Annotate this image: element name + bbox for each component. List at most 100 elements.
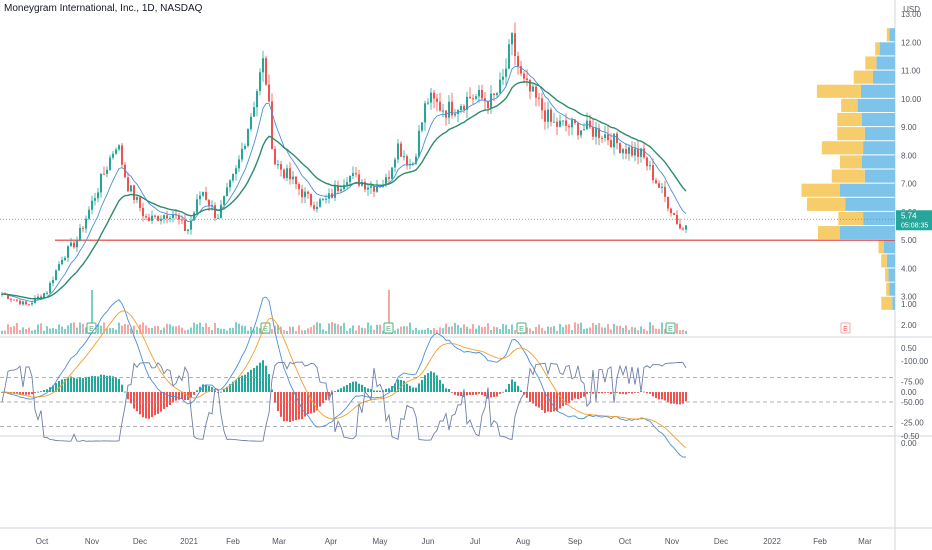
macd-histogram-bar xyxy=(127,392,129,400)
candle-body xyxy=(325,198,327,200)
volume-profile-down-bar xyxy=(831,169,865,183)
volume-profile-down-bar xyxy=(853,70,873,84)
volume-bar xyxy=(172,326,174,334)
macd-histogram-bar xyxy=(157,392,159,414)
candle-body xyxy=(94,198,96,201)
volume-bar xyxy=(184,330,186,334)
volume-bar xyxy=(289,326,291,334)
candle-body xyxy=(682,228,684,230)
macd-histogram-bar xyxy=(619,392,621,394)
volume-bar xyxy=(28,327,30,334)
candle-body xyxy=(178,215,180,220)
upcoming-earnings-label: E xyxy=(843,326,848,333)
ma-slow-line xyxy=(2,81,687,300)
macd-histogram-bar xyxy=(568,392,570,404)
volume-bars xyxy=(1,290,687,334)
volume-bar xyxy=(64,328,66,334)
volume-bar xyxy=(301,330,303,334)
volume-bar xyxy=(442,328,444,334)
volume-profile-up-bar xyxy=(889,282,895,296)
volume-profile-down-bar xyxy=(865,56,877,70)
x-tick-label: 2022 xyxy=(763,537,781,546)
candle-body xyxy=(541,98,543,111)
macd-histogram-bar xyxy=(256,365,258,392)
volume-bar xyxy=(508,329,510,334)
macd-histogram-bar xyxy=(601,392,603,394)
candle-body xyxy=(676,214,678,224)
candle-body xyxy=(112,153,114,158)
volume-bar xyxy=(364,328,366,334)
volume-bar xyxy=(661,322,663,334)
macd-histogram-bar xyxy=(304,392,306,417)
macd-histogram-bar xyxy=(400,380,402,392)
volume-bar xyxy=(637,330,639,334)
candle-body xyxy=(121,145,123,165)
macd-histogram-bar xyxy=(595,392,597,393)
macd-histogram-bar xyxy=(232,381,234,392)
earnings-marker[interactable] xyxy=(516,322,527,334)
macd-histogram-bar xyxy=(121,384,123,392)
macd-histogram-bar xyxy=(277,392,279,412)
volume-bar xyxy=(121,325,123,334)
volume-bar xyxy=(592,322,594,334)
volume-bar xyxy=(463,324,465,334)
macd-histogram-bar xyxy=(253,368,255,392)
macd-histogram-bar xyxy=(430,371,432,392)
candle-body xyxy=(505,68,507,77)
macd-histogram-bar xyxy=(367,388,369,392)
earnings-marker[interactable] xyxy=(383,322,394,334)
volume-profile-down-bar xyxy=(807,197,846,211)
macd-histogram-bar xyxy=(457,392,459,396)
macd-histogram-bar xyxy=(598,392,600,394)
volume-profile-up-bar xyxy=(864,127,895,141)
candle-body xyxy=(73,242,75,248)
candle-body xyxy=(370,186,372,188)
volume-bar xyxy=(658,328,660,334)
candle-body xyxy=(607,134,609,141)
macd-histogram-bar xyxy=(265,365,267,392)
macd-histogram-bar xyxy=(268,374,270,392)
volume-bar xyxy=(91,290,93,334)
x-tick-label: Dec xyxy=(133,537,147,546)
macd-histogram-bar xyxy=(61,379,63,392)
earnings-marker[interactable] xyxy=(665,322,676,334)
volume-profile-down-bar xyxy=(878,240,884,254)
volume-bar xyxy=(388,290,390,334)
macd-histogram-bar xyxy=(52,385,54,392)
volume-bar xyxy=(565,324,567,334)
candle-body xyxy=(157,215,159,221)
macd-histogram-bar xyxy=(418,383,420,392)
countdown-label: 05:08:35 xyxy=(901,222,928,229)
volume-bar xyxy=(256,326,258,334)
candle-body xyxy=(97,192,99,199)
volume-profile-up-bar xyxy=(864,169,895,183)
volume-bar xyxy=(643,328,645,334)
macd-histogram-bar xyxy=(205,384,207,392)
volume-bar xyxy=(550,327,552,334)
volume-bar xyxy=(574,322,576,334)
candle-body xyxy=(352,173,354,176)
volume-bar xyxy=(223,328,225,334)
x-tick-label: May xyxy=(372,537,387,546)
volume-bar xyxy=(475,328,477,334)
candle-body xyxy=(172,214,174,218)
candle-body xyxy=(475,96,477,99)
candle-body xyxy=(442,110,444,112)
candle-body xyxy=(31,302,33,305)
macd-histogram-bar xyxy=(271,389,273,392)
candle-body xyxy=(553,121,555,123)
macd-histogram-bar xyxy=(193,392,195,395)
volume-bar xyxy=(37,324,39,334)
macd-histogram-bar xyxy=(58,380,60,392)
candle-body xyxy=(685,225,687,230)
macd-histogram-bar xyxy=(148,392,150,419)
volume-bar xyxy=(418,330,420,334)
macd-histogram-bar xyxy=(643,391,645,393)
candle-body xyxy=(55,270,57,280)
macd-histogram-bar xyxy=(358,383,360,392)
candle-body xyxy=(253,107,255,117)
macd-histogram-bar xyxy=(190,392,192,398)
macd-histogram-bar xyxy=(316,392,318,411)
